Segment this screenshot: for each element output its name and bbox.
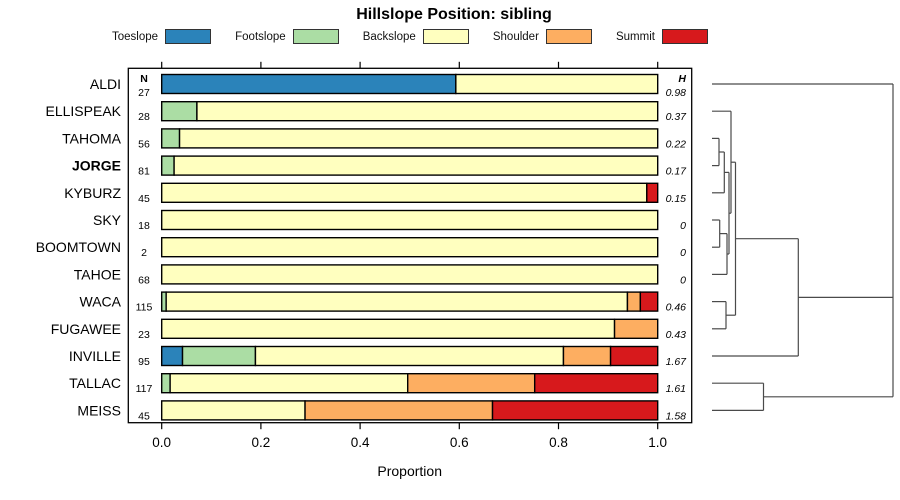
h-column-header: H [678,73,686,85]
row-label-ellispeak: ELLISPEAK [46,103,122,119]
bar-segment-backslope [173,155,659,176]
bar-segment-footslope [160,373,171,394]
h-value: 0.17 [666,166,688,178]
n-value: 45 [138,193,150,205]
h-value: 1.58 [666,410,687,422]
bar-segment-toeslope [160,73,457,95]
row-label-kyburz: KYBURZ [64,185,121,201]
h-value: 1.61 [666,383,686,395]
bar-segment-shoulder [562,345,612,367]
row-label-tahoma: TAHOMA [62,130,122,146]
x-tick-label: 0.6 [450,435,469,450]
bar-segment-footslope [160,128,181,149]
bar-segment-backslope [196,100,659,122]
bar-segment-backslope [178,128,659,149]
n-value: 56 [138,138,150,150]
h-value: 0.37 [666,111,688,123]
h-value: 0.22 [666,138,687,150]
bar-segment-backslope [160,236,659,258]
bar-segment-footslope [160,100,198,122]
n-column-header: N [140,73,148,85]
h-value: 0.98 [666,87,687,99]
x-tick-label: 1.0 [648,435,667,450]
h-value: 0.46 [666,302,687,314]
x-tick-label: 0.0 [152,435,171,450]
bar-segment-backslope [160,318,616,339]
legend-item-backslope: Backslope [363,29,469,44]
bar-segment-footslope [181,345,257,367]
bar-segment-backslope [160,400,306,421]
n-value: 117 [136,383,153,395]
n-value: 95 [138,356,150,368]
x-tick-label: 0.2 [252,435,271,450]
bar-segment-shoulder [626,291,642,312]
bar-segment-summit [533,373,659,394]
legend-swatch-backslope [422,29,469,44]
row-label-jorge: JORGE [72,158,121,174]
legend-item-footslope: Footslope [235,29,339,44]
legend-item-shoulder: Shoulder [493,29,592,44]
legend-label: Toeslope [112,30,159,43]
bar-segment-backslope [165,291,629,312]
h-value: 0.43 [666,329,687,341]
n-value: 115 [136,302,153,314]
x-tick-label: 0.4 [351,435,370,450]
legend-swatch-toeslope [165,29,212,44]
row-label-fugawee: FUGAWEE [51,321,121,337]
n-value: 23 [138,329,150,341]
row-label-sky: SKY [93,212,122,228]
h-value: 1.67 [666,356,688,368]
h-value: 0 [680,220,686,232]
h-value: 0 [680,247,686,259]
n-value: 27 [138,87,150,99]
bar-segment-footslope [160,155,175,176]
bar-segment-toeslope [160,345,184,367]
h-value: 0.15 [666,193,687,205]
row-label-inville: INVILLE [69,348,121,364]
bar-segment-summit [646,182,659,204]
row-label-waca: WACA [80,294,122,310]
bar-segment-backslope [160,264,659,285]
legend: Toeslope Footslope Backslope Shoulder Summit [112,28,708,45]
row-label-boomtown: BOOMTOWN [36,239,121,255]
n-value: 81 [138,166,150,178]
legend-item-toeslope: Toeslope [112,29,212,44]
bar-segment-shoulder [613,318,659,339]
bar-segment-backslope [455,73,659,95]
bar-segment-summit [639,291,659,312]
legend-swatch-summit [661,29,708,44]
legend-label: Shoulder [492,30,539,43]
legend-label: Backslope [362,30,416,43]
n-value: 28 [138,111,150,123]
legend-swatch-footslope [292,29,339,44]
legend-label: Summit [615,30,655,43]
row-label-tallac: TALLAC [69,375,121,391]
bar-segment-backslope [169,373,409,394]
chart-title: Hillslope Position: sibling [356,6,552,23]
bar-segment-backslope [254,345,565,367]
row-label-meiss: MEISS [77,402,121,418]
row-label-aldi: ALDI [90,76,121,92]
legend-item-summit: Summit [616,29,708,44]
bar-segment-shoulder [407,373,536,394]
bar-segment-backslope [160,182,648,204]
n-value: 45 [138,410,150,422]
h-value: 0 [680,274,686,286]
legend-label: Footslope [235,30,286,43]
bar-segment-backslope [160,209,659,231]
n-value: 68 [138,274,150,286]
row-label-tahoe: TAHOE [74,266,121,282]
x-axis-title: Proportion [377,463,442,479]
n-value: 18 [138,220,150,232]
legend-swatch-shoulder [545,29,592,44]
bar-segment-summit [491,400,659,421]
plot-box [127,67,693,424]
bar-segment-summit [609,345,659,367]
bar-segment-shoulder [304,400,494,421]
n-value: 2 [141,247,147,259]
x-tick-label: 0.8 [549,435,568,450]
